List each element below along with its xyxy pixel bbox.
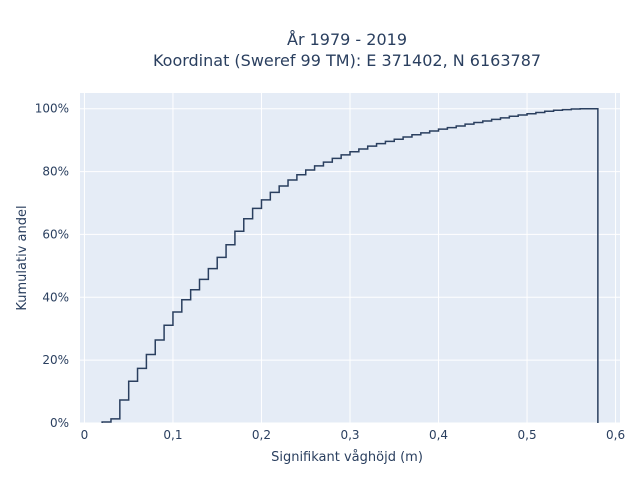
- chart-title-line2: Koordinat (Sweref 99 TM): E 371402, N 61…: [153, 51, 541, 70]
- x-tick-label: 0,4: [429, 428, 448, 442]
- y-tick-label: 80%: [42, 165, 69, 179]
- x-tick-labels: 0 0,1 0,2 0,3 0,4 0,5 0,6: [81, 428, 626, 442]
- y-tick-label: 0%: [50, 416, 69, 430]
- x-tick-label: 0: [81, 428, 89, 442]
- x-tick-label: 0,2: [252, 428, 271, 442]
- y-tick-labels: 0% 20% 40% 60% 80% 100%: [35, 102, 69, 430]
- x-tick-label: 0,5: [518, 428, 537, 442]
- y-axis-title: Kumulativ andel: [15, 205, 30, 310]
- y-tick-label: 100%: [35, 102, 69, 116]
- y-tick-label: 20%: [42, 353, 69, 367]
- y-tick-label: 40%: [42, 290, 69, 304]
- grid-lines: [80, 93, 620, 424]
- chart-title-line1: År 1979 - 2019: [287, 30, 407, 49]
- x-tick-label: 0,6: [606, 428, 625, 442]
- x-tick-label: 0,3: [340, 428, 359, 442]
- x-axis-title: Signifikant våghöjd (m): [271, 450, 423, 465]
- x-tick-label: 0,1: [163, 428, 182, 442]
- cumulative-step-line: [101, 107, 599, 423]
- y-tick-label: 60%: [42, 227, 69, 241]
